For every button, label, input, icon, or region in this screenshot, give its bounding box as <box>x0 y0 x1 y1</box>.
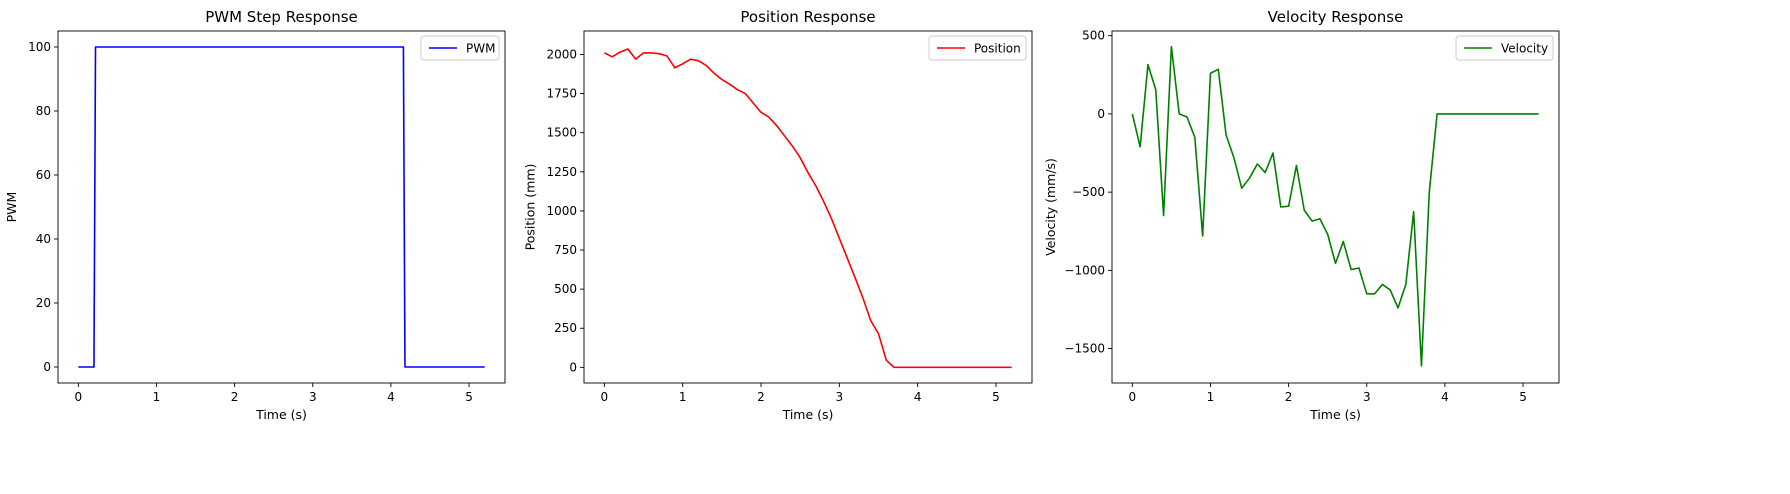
x-tick-label: 1 <box>153 390 161 404</box>
x-tick-label: 3 <box>836 390 844 404</box>
y-tick-label: 80 <box>36 104 51 118</box>
x-tick-label: 5 <box>1519 390 1527 404</box>
y-tick-label: 0 <box>43 360 51 374</box>
x-tick-label: 2 <box>231 390 239 404</box>
y-tick-label: 60 <box>36 168 51 182</box>
y-tick-label: 1000 <box>546 204 577 218</box>
chart-1: Position Response 0 1 2 3 4 5 0 250 500 750 1000 125… <box>523 8 1033 422</box>
y-tick-label: −500 <box>1072 185 1105 199</box>
x-tick-label: 1 <box>679 390 687 404</box>
legend-box <box>1455 35 1554 61</box>
legend-label: Position <box>974 42 1021 56</box>
x-tick-label: 0 <box>74 390 82 404</box>
legend: Position <box>928 35 1027 61</box>
x-tick-label: 5 <box>992 390 1000 404</box>
legend-label: PWM <box>466 42 495 56</box>
legend: PWM <box>420 35 500 61</box>
y-tick-label: −1000 <box>1064 263 1105 277</box>
series-line-pwm <box>78 46 485 368</box>
legend-box <box>928 35 1027 61</box>
y-tick-label: 1500 <box>546 126 577 140</box>
axes-frame <box>57 30 506 384</box>
x-tick-label: 3 <box>1363 390 1371 404</box>
axes-frame <box>583 30 1033 384</box>
legend-label: Velocity <box>1501 42 1548 56</box>
chart-title: PWM Step Response <box>205 8 358 26</box>
x-axis-label: Time (s) <box>1309 407 1361 422</box>
y-tick-label: 0 <box>569 360 577 374</box>
x-tick-label: 0 <box>1128 390 1136 404</box>
x-axis-label: Time (s) <box>782 407 834 422</box>
y-tick-label: 500 <box>1082 29 1105 43</box>
series-line-velocity <box>1131 45 1539 367</box>
chart-2: Velocity Response 0 1 2 3 4 5 −1500 −1000 −500 0 50… <box>1043 8 1560 422</box>
legend-box <box>420 35 500 61</box>
y-tick-label: 250 <box>554 321 577 335</box>
y-axis-label: Velocity (mm/s) <box>1043 158 1058 256</box>
y-tick-label: 1250 <box>546 165 577 179</box>
y-tick-label: 1750 <box>546 87 577 101</box>
y-tick-label: 100 <box>28 40 51 54</box>
x-tick-label: 5 <box>465 390 473 404</box>
axes-frame <box>1111 30 1560 384</box>
y-tick-label: 20 <box>36 296 51 310</box>
x-tick-label: 2 <box>1285 390 1293 404</box>
x-tick-label: 0 <box>601 390 609 404</box>
x-tick-label: 2 <box>757 390 765 404</box>
chart-title: Position Response <box>740 8 875 26</box>
chart-0: PWM Step Response 0 1 2 3 4 5 0 20 40 60 80 100 Time … <box>4 8 506 422</box>
y-axis-label: Position (mm) <box>523 164 538 251</box>
x-tick-label: 4 <box>914 390 922 404</box>
x-axis-label: Time (s) <box>255 407 307 422</box>
y-axis-label: PWM <box>4 192 19 223</box>
x-tick-label: 4 <box>1441 390 1449 404</box>
x-tick-label: 4 <box>387 390 395 404</box>
y-tick-label: 2000 <box>546 47 577 61</box>
y-tick-label: 0 <box>1097 107 1105 121</box>
series-line-position <box>604 48 1012 369</box>
y-tick-label: 750 <box>554 243 577 257</box>
chart-title: Velocity Response <box>1268 8 1404 26</box>
y-tick-label: 40 <box>36 232 51 246</box>
legend: Velocity <box>1455 35 1554 61</box>
x-tick-label: 3 <box>309 390 317 404</box>
x-tick-label: 1 <box>1207 390 1215 404</box>
y-tick-label: −1500 <box>1064 342 1105 356</box>
y-tick-label: 500 <box>554 282 577 296</box>
